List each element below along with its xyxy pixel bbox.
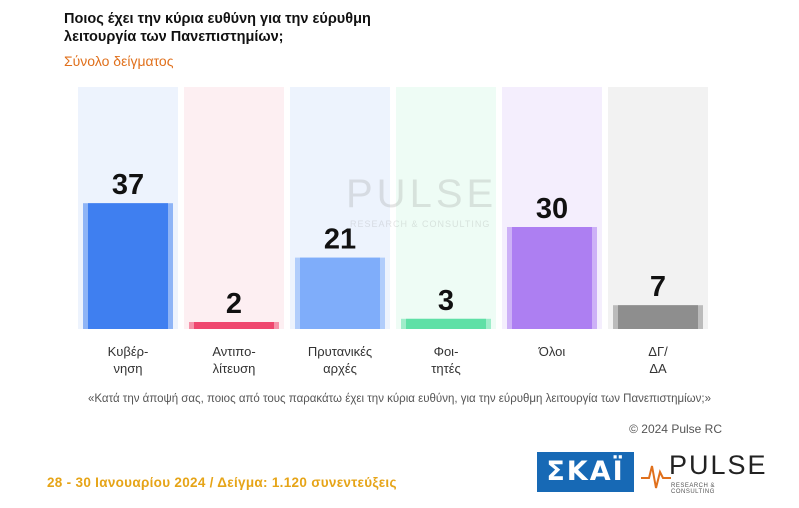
value-label-0: 37	[112, 169, 144, 201]
bar-2	[300, 257, 380, 329]
bar-3	[406, 318, 486, 329]
value-label-4: 30	[536, 193, 568, 225]
pulse-logo: PULSE RESEARCH & CONSULTING	[641, 450, 766, 496]
pulse-logo-sub: RESEARCH & CONSULTING	[671, 483, 716, 495]
bar-4	[512, 227, 592, 329]
category-label-3: Φοι-	[434, 344, 459, 359]
value-label-5: 7	[650, 271, 666, 303]
bar-background	[184, 87, 284, 329]
chart-subtitle: Σύνολο δείγματος	[64, 53, 174, 69]
bar-1	[194, 322, 274, 329]
category-label-4: Όλοι	[538, 344, 566, 359]
bar-background	[396, 87, 496, 329]
bar-chart: 37Κυβέρ-νηση2Αντιπο-λίτευση21Πρυτανικέςα…	[78, 87, 708, 376]
category-label-2: Πρυτανικές	[308, 344, 372, 359]
category-label-5: ΔΓ/	[648, 344, 668, 359]
copyright: © 2024 Pulse RC	[629, 422, 722, 436]
category-label-5: ΔΑ	[649, 361, 667, 376]
pulse-logo-word: PULSE	[669, 450, 768, 480]
value-label-2: 21	[324, 224, 356, 256]
title-line-1: Ποιος έχει την κύρια ευθύνη για την εύρυ…	[64, 11, 371, 27]
survey-details: 28 - 30 Ιανουαρίου 2024 / Δείγμα: 1.120 …	[47, 475, 397, 490]
bar-5	[618, 305, 698, 329]
category-label-1: λίτευση	[213, 361, 256, 376]
pulse-wave-icon	[641, 465, 671, 489]
skai-logo: ΣΚΑΪ	[537, 452, 634, 492]
category-label-3: τητές	[431, 361, 461, 376]
title-line-2: λειτουργία των Πανεπιστημίων;	[64, 29, 284, 45]
category-label-1: Αντιπο-	[212, 344, 255, 359]
bar-0	[88, 203, 168, 329]
bar-background	[608, 87, 708, 329]
category-label-0: νηση	[114, 361, 143, 376]
value-label-3: 3	[438, 285, 454, 317]
chart-title: Ποιος έχει την κύρια ευθύνη για την εύρυ…	[64, 10, 371, 46]
survey-question: «Κατά την άποψή σας, ποιος από τους παρα…	[88, 393, 711, 405]
category-label-2: αρχές	[323, 361, 357, 376]
category-label-0: Κυβέρ-	[108, 344, 149, 359]
value-label-1: 2	[226, 288, 242, 320]
